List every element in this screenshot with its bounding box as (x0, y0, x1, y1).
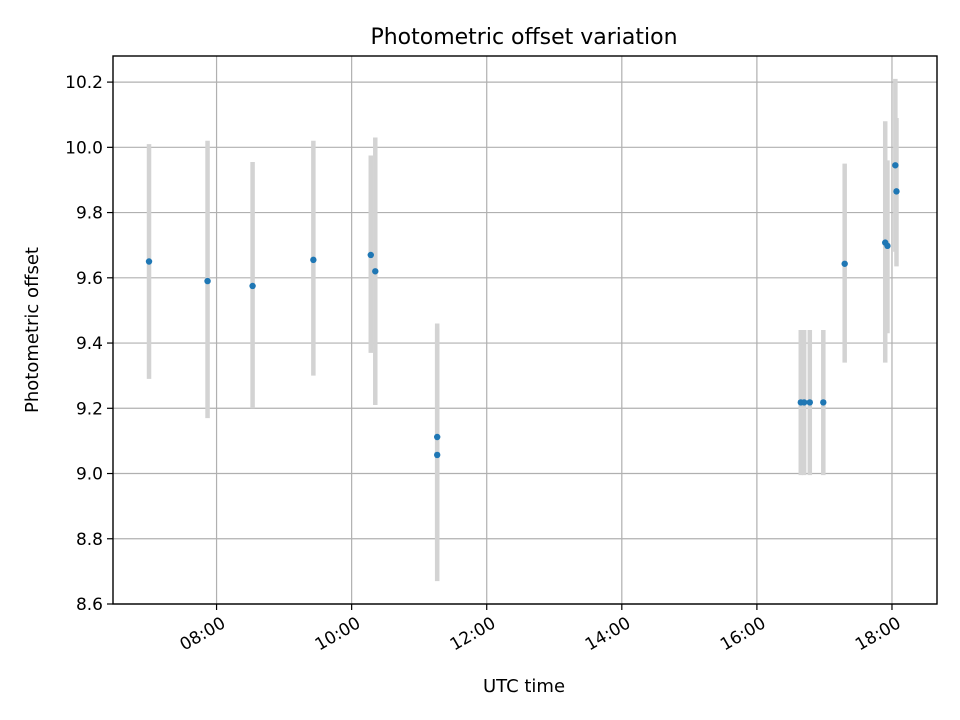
data-point (893, 188, 900, 195)
data-point (204, 277, 211, 285)
grid-layer (113, 56, 937, 605)
data-point (884, 242, 891, 250)
chart-title: Photometric offset variation (370, 25, 677, 50)
x-axis-label: UTC time (483, 676, 565, 697)
y-tick-label: 9.0 (76, 465, 103, 485)
y-axis-label: Photometric offset (22, 247, 43, 413)
data-point (841, 260, 848, 267)
plot-frame (112, 55, 938, 605)
data-point (806, 399, 813, 406)
data-point (372, 268, 379, 275)
data-point (433, 433, 441, 441)
point-layer (145, 162, 900, 459)
y-tick-label: 9.4 (76, 334, 103, 354)
data-point (367, 251, 374, 259)
y-tick-label: 8.8 (76, 530, 103, 550)
y-tick-label: 9.8 (76, 204, 103, 224)
y-tick-label: 10.0 (65, 138, 103, 158)
data-point (433, 451, 441, 459)
y-tick-label: 10.2 (65, 73, 103, 93)
data-point (892, 162, 899, 169)
data-point (820, 399, 827, 406)
data-point (310, 256, 317, 264)
y-tick-label: 8.6 (76, 595, 103, 615)
y-tick-label: 9.2 (76, 399, 103, 419)
data-point (145, 258, 153, 265)
data-point (249, 282, 256, 290)
y-tick-label: 9.6 (76, 269, 103, 289)
data-point (800, 399, 808, 406)
